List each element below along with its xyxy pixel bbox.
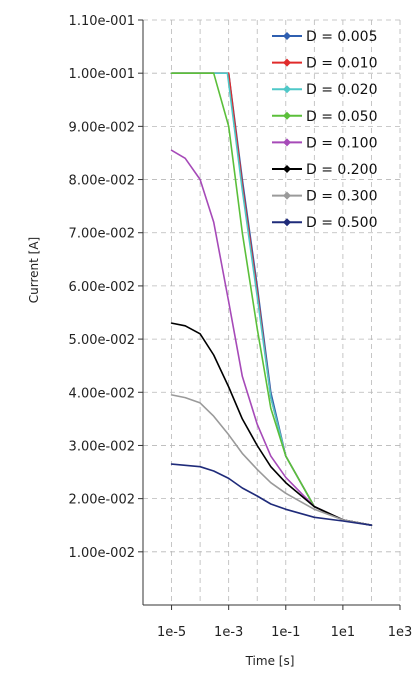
y-tick-label: 3.00e-002 [69,439,135,454]
series-line-6 [170,322,373,527]
legend-entry: D = 0.200 [272,162,378,178]
x-axis-title: Time [s] [245,654,295,668]
y-tick-labels: 1.00e-002 2.00e-002 3.00e-002 4.00e-002 5.00… [69,14,135,561]
y-tick-label: 6.00e-002 [69,280,135,295]
legend-label: D = 0.050 [306,109,378,125]
grid [142,19,401,605]
y-tick-label: 7.00e-002 [69,227,135,242]
y-tick-label: 1.00e-001 [69,67,135,82]
legend-marker [283,165,291,173]
legend-entry: D = 0.300 [272,189,378,205]
series-line-7 [170,394,373,527]
legend-entry: D = 0.500 [272,215,378,231]
legend-label: D = 0.300 [306,189,378,205]
y-tick-label: 2.00e-002 [69,493,135,508]
x-tick-label: 1e3 [388,625,413,640]
legend: D = 0.005 D = 0.010 D = 0.020 D = 0.050 D = … [272,29,378,231]
legend-marker [283,111,291,120]
series-line-8 [170,463,373,527]
legend-marker [283,218,291,227]
legend-entry: D = 0.005 [272,29,378,45]
legend-entry: D = 0.010 [272,56,378,72]
legend-label: D = 0.005 [306,29,378,45]
legend-entry: D = 0.020 [272,82,378,98]
y-tick-label: 1.10e-001 [69,14,135,29]
x-tick-label: 1e1 [331,625,356,640]
y-tick-label: 4.00e-002 [69,386,135,401]
y-tick-label: 5.00e-002 [69,333,135,348]
legend-label: D = 0.010 [306,56,378,72]
legend-entry: D = 0.050 [272,109,378,125]
legend-label: D = 0.100 [306,135,378,151]
legend-marker [283,32,291,40]
legend-label: D = 0.500 [306,215,378,231]
legend-marker [283,58,291,67]
y-tick-label: 8.00e-002 [69,174,135,189]
axes [138,19,401,610]
x-tick-label: 1e-5 [157,625,186,640]
series-line-5 [170,149,373,527]
x-tick-label: 1e-3 [214,625,243,640]
legend-label: D = 0.200 [306,162,378,178]
y-tick-label: 1.00e-002 [69,546,135,561]
legend-marker [283,191,291,200]
legend-label: D = 0.020 [306,82,378,98]
y-axis-title: Current [A] [27,237,41,303]
legend-marker [283,85,291,94]
legend-marker [283,138,291,147]
series-lines [170,72,373,527]
y-tick-label: 9.00e-002 [69,120,135,135]
x-tick-labels: 1e-5 1e-3 1e-1 1e1 1e3 [157,625,412,640]
x-tick-label: 1e-1 [271,625,300,640]
legend-entry: D = 0.100 [272,135,378,151]
